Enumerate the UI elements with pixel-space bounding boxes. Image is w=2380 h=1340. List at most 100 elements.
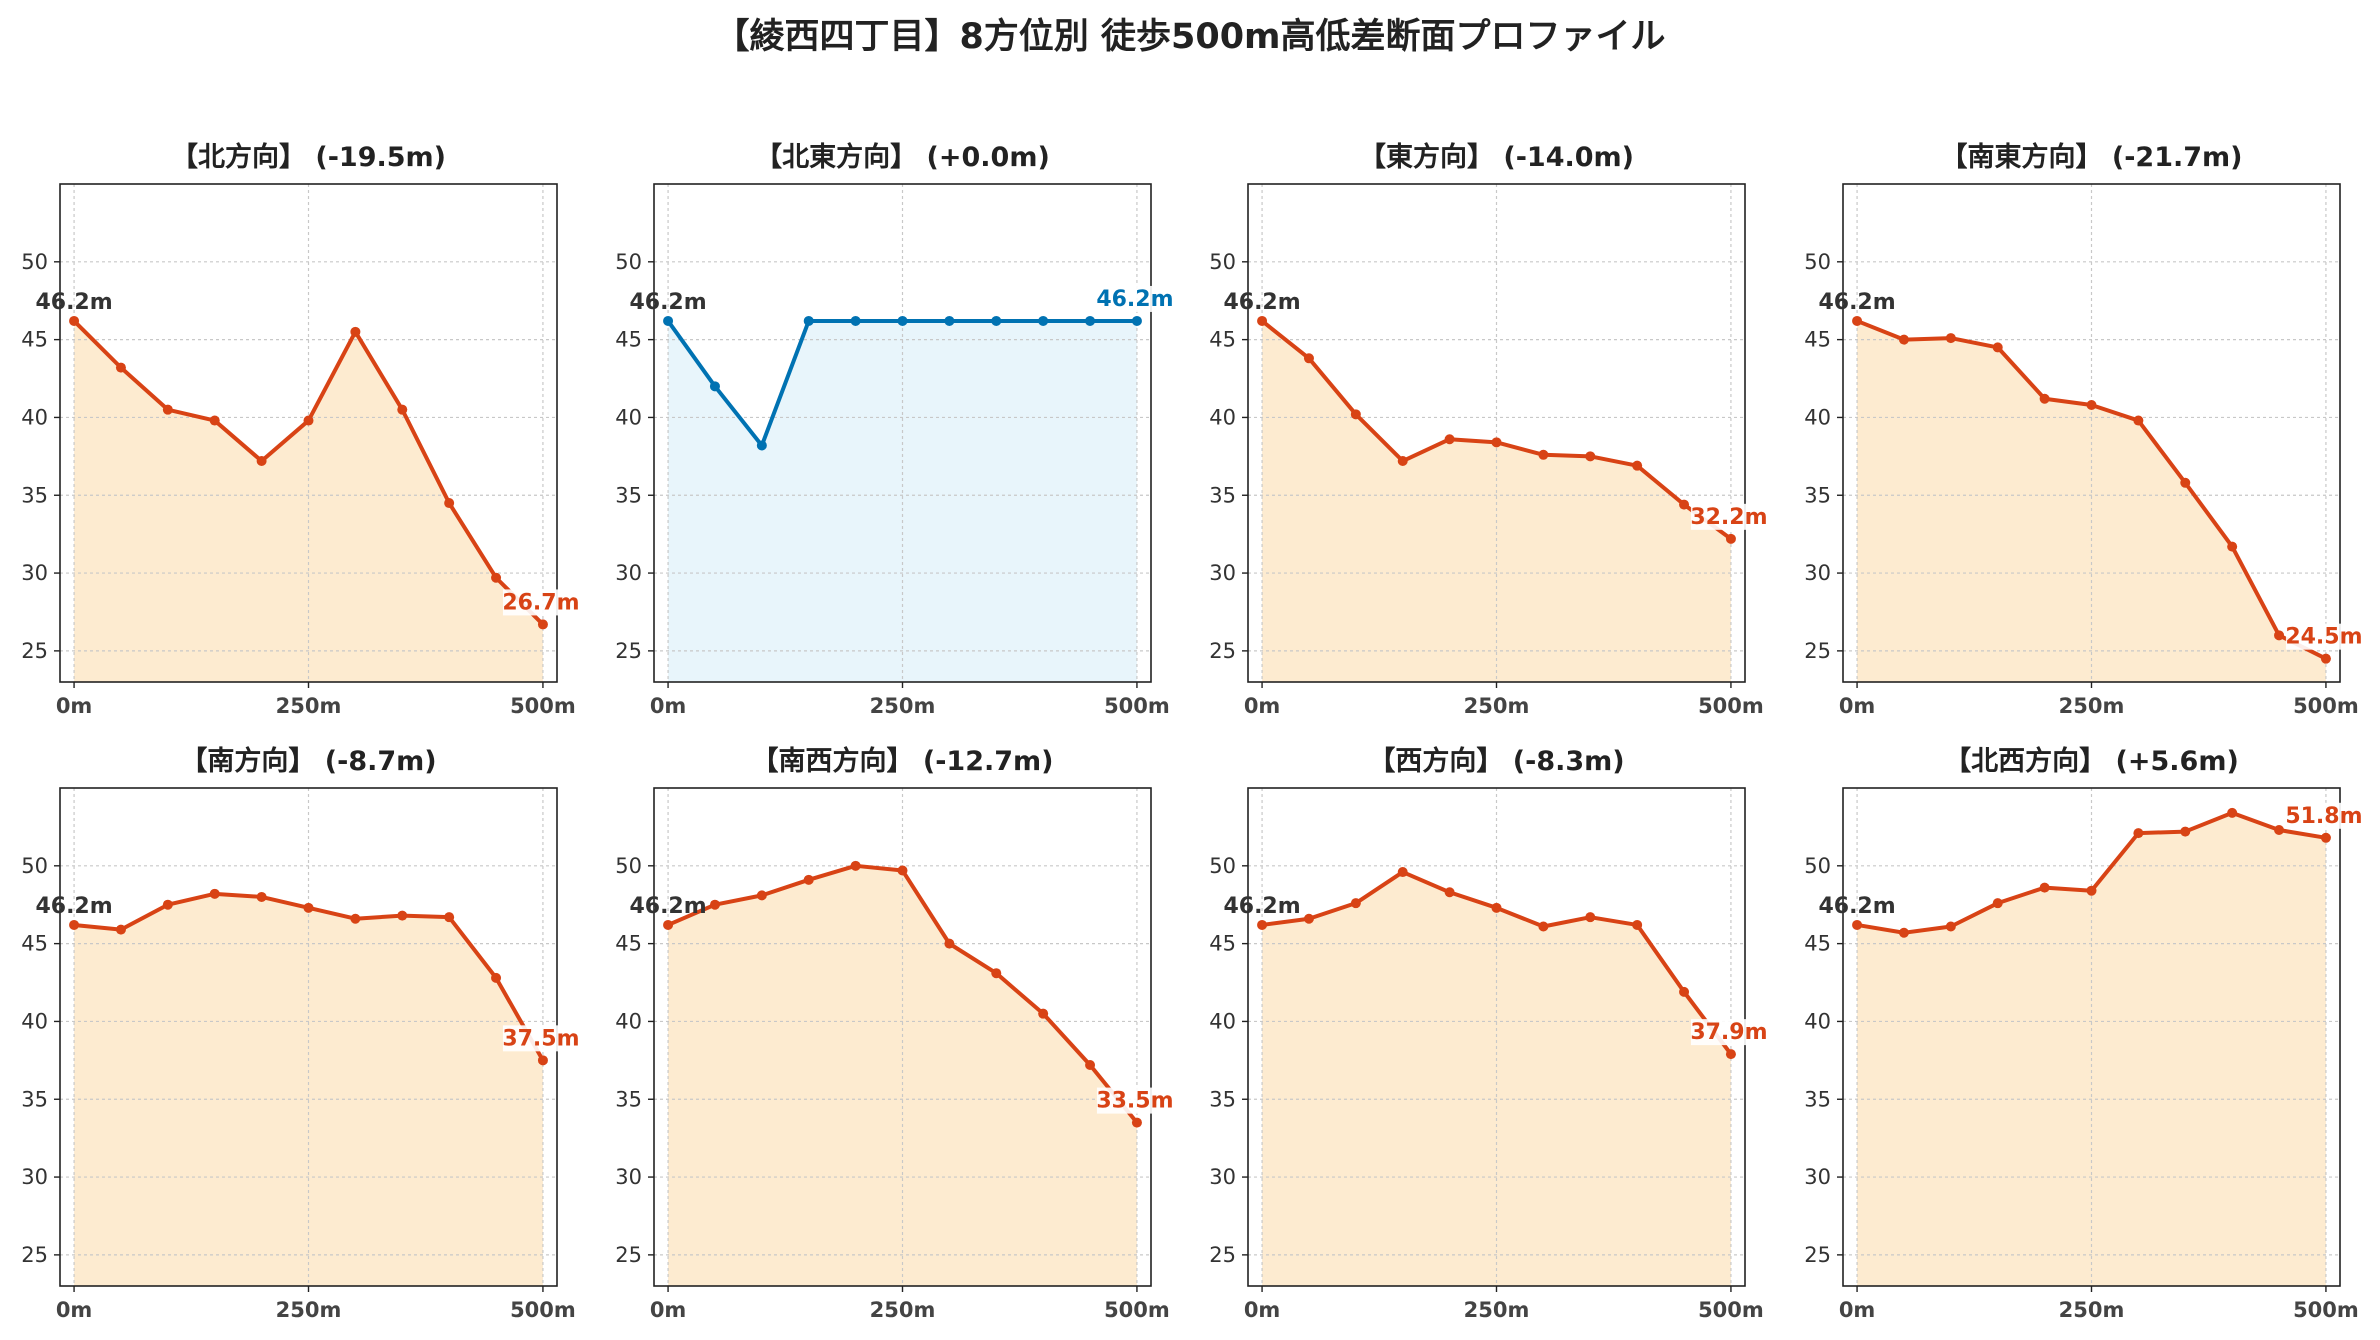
elevation-point: [991, 315, 1002, 326]
elevation-point: [2320, 653, 2331, 664]
elevation-area: [1262, 872, 1731, 1286]
start-elevation-label: 46.2m: [1223, 290, 1300, 315]
y-tick-label: 40: [1804, 1009, 1831, 1033]
y-tick-label: 45: [1209, 328, 1236, 352]
elevation-point: [1945, 921, 1956, 932]
elevation-point: [1397, 867, 1408, 878]
elevation-point: [1350, 409, 1361, 420]
start-elevation-label: 46.2m: [35, 290, 112, 315]
elevation-point: [2227, 541, 2238, 552]
elevation-point: [69, 315, 80, 326]
elevation-point: [2274, 630, 2285, 641]
elevation-point: [491, 572, 502, 583]
elevation-point: [1632, 919, 1643, 930]
elevation-point: [1491, 902, 1502, 913]
y-tick-label: 45: [1804, 932, 1831, 956]
y-tick-label: 25: [1804, 1243, 1831, 1267]
y-tick-label: 40: [615, 405, 642, 429]
elevation-point: [1945, 333, 1956, 344]
y-tick-label: 45: [21, 932, 48, 956]
elevation-point: [2086, 399, 2097, 410]
y-tick-label: 35: [615, 483, 642, 507]
start-elevation-label: 46.2m: [629, 894, 706, 919]
elevation-point: [1257, 919, 1268, 930]
elevation-point: [69, 919, 80, 930]
y-tick-label: 40: [21, 405, 48, 429]
elevation-point: [1131, 1117, 1142, 1128]
elevation-point: [803, 874, 814, 885]
end-label-background: [2285, 623, 2362, 650]
y-tick-label: 35: [1804, 1087, 1831, 1111]
end-label-background: [1096, 1087, 1173, 1114]
x-tick-label: 500m: [1104, 694, 1170, 718]
elevation-point: [756, 440, 767, 451]
elevation-point: [2133, 828, 2144, 839]
panel-title: 【南方向】 (-8.7m): [180, 745, 436, 777]
elevation-point: [209, 888, 220, 899]
x-tick-label: 250m: [276, 1298, 342, 1322]
elevation-point: [397, 910, 408, 921]
elevation-point: [537, 619, 548, 630]
x-tick-label: 500m: [510, 1298, 576, 1322]
elevation-point: [1257, 315, 1268, 326]
elevation-point: [1538, 449, 1549, 460]
start-elevation-label: 46.2m: [1223, 894, 1300, 919]
elevation-point: [1397, 456, 1408, 467]
x-tick-label: 500m: [1698, 694, 1764, 718]
elevation-point: [897, 865, 908, 876]
panel-title: 【北東方向】 (+0.0m): [755, 141, 1050, 173]
y-tick-label: 25: [615, 1243, 642, 1267]
elevation-point: [1085, 1060, 1096, 1071]
y-tick-label: 25: [1209, 1243, 1236, 1267]
y-tick-label: 40: [1804, 405, 1831, 429]
elevation-point: [444, 498, 455, 509]
elevation-point: [537, 1055, 548, 1066]
y-tick-label: 35: [1804, 483, 1831, 507]
elevation-point: [1038, 1008, 1049, 1019]
x-tick-label: 500m: [2293, 1298, 2359, 1322]
end-label-background: [502, 1025, 579, 1052]
end-elevation-label: 51.8m: [2285, 804, 2362, 829]
y-tick-label: 30: [615, 1165, 642, 1189]
x-tick-label: 250m: [1464, 694, 1530, 718]
elevation-point: [2133, 415, 2144, 426]
y-tick-label: 50: [21, 854, 48, 878]
x-tick-label: 500m: [1104, 1298, 1170, 1322]
y-tick-label: 25: [21, 1243, 48, 1267]
elevation-area: [1857, 812, 2326, 1286]
elevation-point: [1898, 334, 1909, 345]
end-elevation-label: 33.5m: [1096, 1089, 1173, 1114]
y-tick-label: 30: [1209, 1165, 1236, 1189]
end-label-background: [1690, 1019, 1767, 1046]
end-label-background: [1096, 285, 1173, 312]
y-tick-label: 35: [615, 1087, 642, 1111]
y-tick-label: 25: [21, 639, 48, 663]
elevation-point: [2180, 826, 2191, 837]
y-tick-label: 30: [21, 1165, 48, 1189]
elevation-point: [1679, 499, 1690, 510]
x-tick-label: 0m: [56, 694, 93, 718]
x-tick-label: 500m: [2293, 694, 2359, 718]
elevation-point: [162, 404, 173, 415]
elevation-point: [115, 924, 126, 935]
elevation-point: [1585, 451, 1596, 462]
y-tick-label: 50: [615, 854, 642, 878]
elevation-area: [74, 320, 543, 682]
elevation-point: [1852, 315, 1863, 326]
panel-title: 【北方向】 (-19.5m): [171, 141, 446, 173]
y-tick-label: 40: [1209, 405, 1236, 429]
y-tick-label: 25: [1804, 639, 1831, 663]
elevation-point: [663, 919, 674, 930]
elevation-point: [350, 326, 361, 337]
elevation-point: [850, 315, 861, 326]
elevation-point: [1538, 921, 1549, 932]
elevation-point: [2039, 882, 2050, 893]
elevation-point: [1852, 919, 1863, 930]
